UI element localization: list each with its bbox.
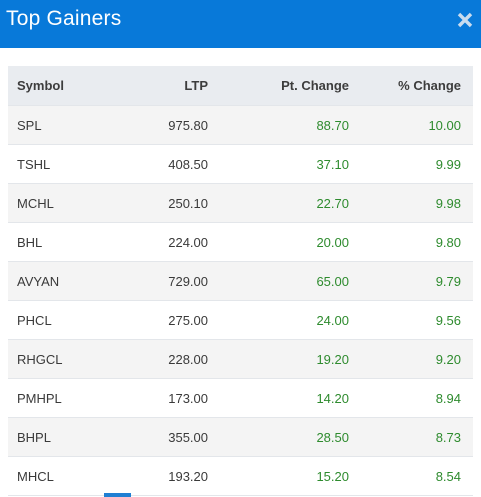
cell-ltp: 355.00 xyxy=(109,417,220,457)
cell-ltp: 224.00 xyxy=(109,222,220,262)
cell-pt-change: 88.70 xyxy=(220,105,361,145)
cell-ltp: 193.20 xyxy=(109,456,220,496)
cell-pct-change: 10.00 xyxy=(361,105,473,145)
column-header-pt-change[interactable]: Pt. Change xyxy=(220,66,361,106)
table-header-row: Symbol LTP Pt. Change % Change xyxy=(8,66,473,106)
column-header-pct-change[interactable]: % Change xyxy=(361,66,473,106)
gainers-table: Symbol LTP Pt. Change % Change SPL 975.8… xyxy=(8,66,473,496)
table-row[interactable]: AVYAN 729.00 65.00 9.79 xyxy=(8,261,473,301)
cell-pt-change: 20.00 xyxy=(220,222,361,262)
cell-ltp: 408.50 xyxy=(109,144,220,184)
cell-symbol: RHGCL xyxy=(8,339,109,379)
cell-symbol: PMHPL xyxy=(8,378,109,418)
cell-pct-change: 9.80 xyxy=(361,222,473,262)
cell-symbol: MHCL xyxy=(8,456,109,496)
cell-ltp: 729.00 xyxy=(109,261,220,301)
column-header-symbol[interactable]: Symbol xyxy=(8,66,109,106)
cell-pct-change: 9.79 xyxy=(361,261,473,301)
table-row[interactable]: PMHPL 173.00 14.20 8.94 xyxy=(8,378,473,418)
cell-symbol: BHL xyxy=(8,222,109,262)
gainers-table-container[interactable]: Symbol LTP Pt. Change % Change SPL 975.8… xyxy=(8,66,473,496)
cell-symbol: AVYAN xyxy=(8,261,109,301)
table-body: SPL 975.80 88.70 10.00 TSHL 408.50 37.10… xyxy=(8,105,473,496)
close-button[interactable] xyxy=(456,11,474,29)
cell-symbol: MCHL xyxy=(8,183,109,223)
cell-pt-change: 14.20 xyxy=(220,378,361,418)
table-row[interactable]: MHCL 193.20 15.20 8.54 xyxy=(8,456,473,496)
table-row[interactable]: TSHL 408.50 37.10 9.99 xyxy=(8,144,473,184)
table-row[interactable]: SPL 975.80 88.70 10.00 xyxy=(8,105,473,145)
table-row[interactable]: PHCL 275.00 24.00 9.56 xyxy=(8,300,473,340)
cell-pt-change: 22.70 xyxy=(220,183,361,223)
cell-pt-change: 28.50 xyxy=(220,417,361,457)
table-row[interactable]: MCHL 250.10 22.70 9.98 xyxy=(8,183,473,223)
modal-title: Top Gainers xyxy=(6,7,122,30)
horizontal-scroll-thumb[interactable] xyxy=(104,493,131,497)
cell-pct-change: 9.99 xyxy=(361,144,473,184)
cell-symbol: SPL xyxy=(8,105,109,145)
cell-pct-change: 9.20 xyxy=(361,339,473,379)
cell-ltp: 173.00 xyxy=(109,378,220,418)
column-header-ltp[interactable]: LTP xyxy=(109,66,220,106)
cell-pct-change: 9.56 xyxy=(361,300,473,340)
cell-pt-change: 37.10 xyxy=(220,144,361,184)
cell-symbol: TSHL xyxy=(8,144,109,184)
close-icon xyxy=(457,12,473,28)
cell-ltp: 228.00 xyxy=(109,339,220,379)
table-row[interactable]: RHGCL 228.00 19.20 9.20 xyxy=(8,339,473,379)
modal-header: Top Gainers xyxy=(0,0,481,48)
cell-pct-change: 8.73 xyxy=(361,417,473,457)
cell-ltp: 275.00 xyxy=(109,300,220,340)
cell-pt-change: 19.20 xyxy=(220,339,361,379)
cell-pt-change: 24.00 xyxy=(220,300,361,340)
table-row[interactable]: BHL 224.00 20.00 9.80 xyxy=(8,222,473,262)
cell-ltp: 250.10 xyxy=(109,183,220,223)
cell-symbol: PHCL xyxy=(8,300,109,340)
cell-pct-change: 8.54 xyxy=(361,456,473,496)
table-row[interactable]: BHPL 355.00 28.50 8.73 xyxy=(8,417,473,457)
cell-symbol: BHPL xyxy=(8,417,109,457)
cell-pt-change: 15.20 xyxy=(220,456,361,496)
cell-pct-change: 9.98 xyxy=(361,183,473,223)
cell-ltp: 975.80 xyxy=(109,105,220,145)
cell-pt-change: 65.00 xyxy=(220,261,361,301)
cell-pct-change: 8.94 xyxy=(361,378,473,418)
